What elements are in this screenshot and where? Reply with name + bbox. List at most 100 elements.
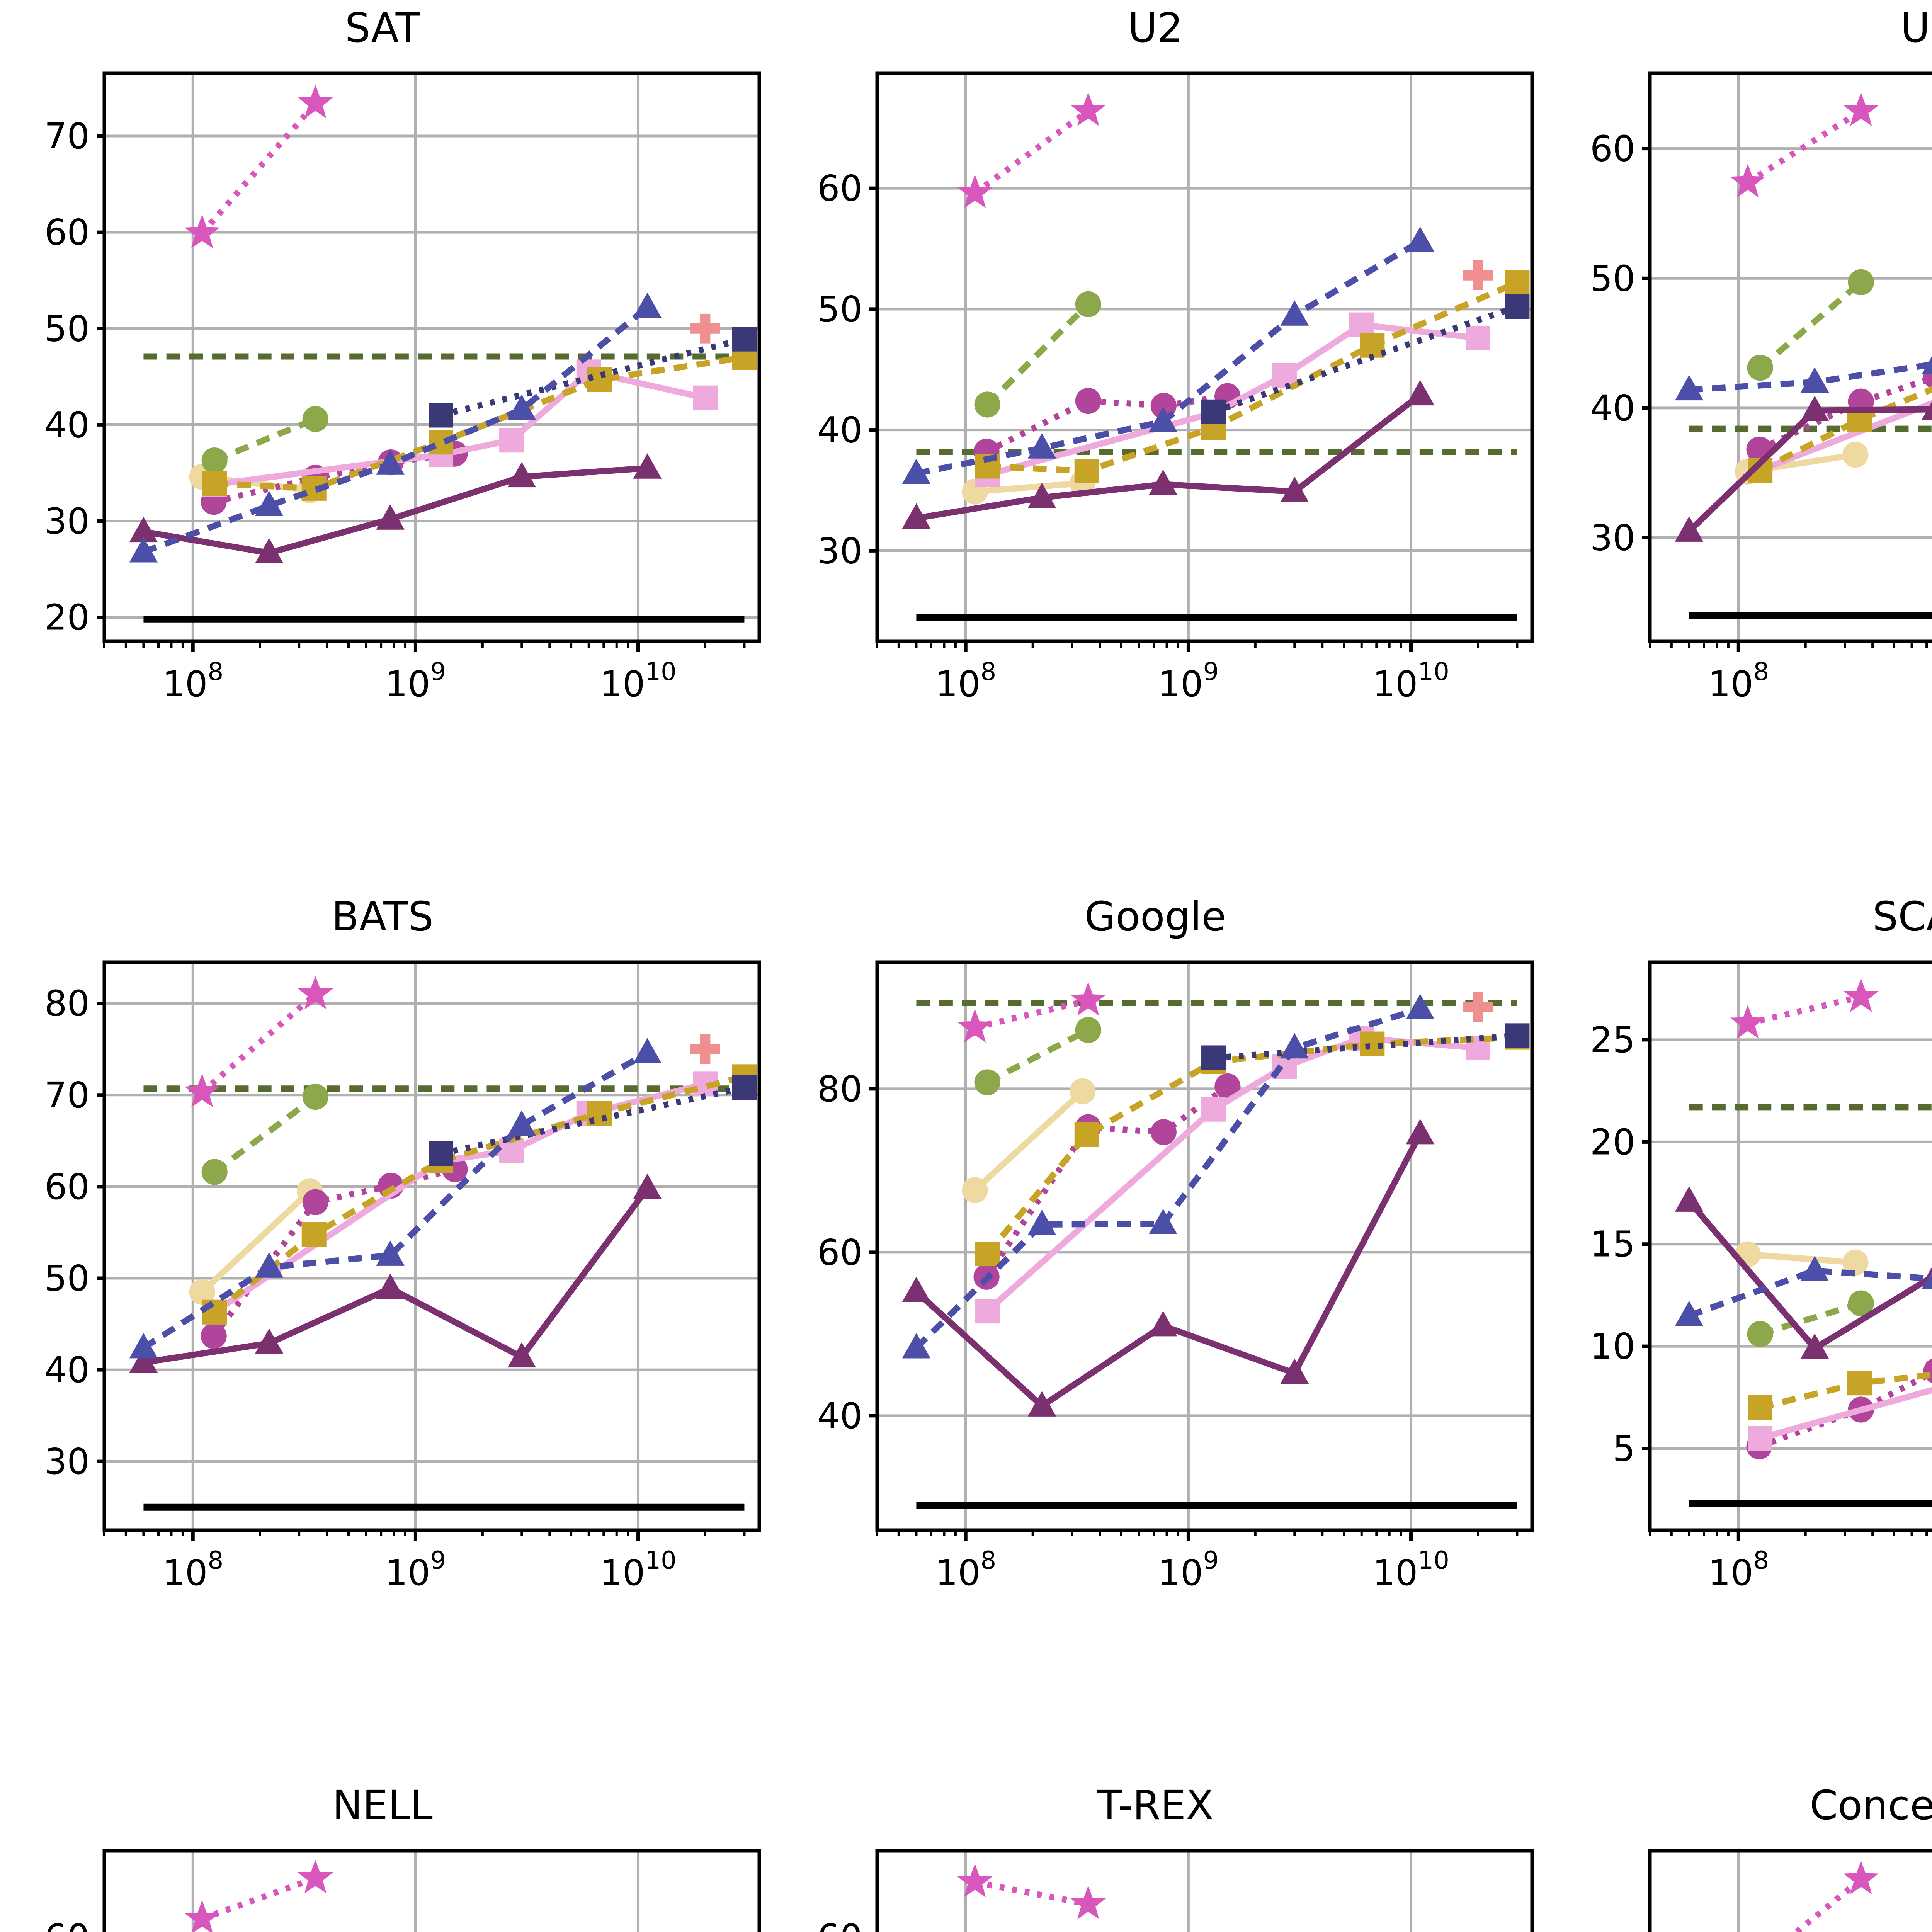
marker-flan-t5 — [902, 1333, 931, 1359]
series-line-opt — [1759, 386, 1932, 473]
y-tick-label: 25 — [1590, 1019, 1635, 1061]
series-line-gpt-2 — [984, 1083, 1230, 1279]
series-line-roberta — [985, 302, 1090, 407]
marker-opt-iml — [732, 1075, 757, 1100]
marker-flan-t5 — [1280, 1033, 1309, 1059]
marker-roberta — [201, 447, 228, 474]
marker-flan-ul2 — [690, 313, 720, 344]
marker-flan-t5 — [129, 537, 158, 563]
series-line-gpt-2 — [211, 1166, 456, 1338]
y-tick-label: 30 — [817, 530, 862, 571]
plot-area: 20304050601081091010Model Size — [44, 1849, 761, 1932]
plot-area: 02040601081091010Model Size — [817, 1849, 1534, 1932]
marker-relbert — [1730, 163, 1765, 197]
marker-relbert — [1843, 92, 1879, 126]
x-tick-label: 109 — [1931, 1546, 1932, 1594]
marker-opt — [1074, 1122, 1099, 1147]
marker-roberta — [201, 1159, 228, 1185]
series-line-gpt-j — [1759, 1387, 1932, 1441]
series-line-bert — [1747, 1251, 1856, 1266]
panel-title: NELL — [332, 1782, 433, 1829]
marker-gpt-j — [1465, 325, 1490, 350]
y-tick-label: 30 — [44, 501, 90, 542]
series-line-relbert — [973, 108, 1090, 196]
chart-panel-u4: U4304050601081091010 — [1546, 0, 1932, 889]
marker-relbert — [298, 1859, 333, 1893]
marker-t5 — [1800, 396, 1829, 421]
marker-flan-t5 — [1800, 367, 1829, 393]
x-tick-label: 108 — [162, 658, 223, 705]
panel-title: U2 — [1128, 4, 1183, 51]
marker-t5 — [902, 1276, 931, 1302]
y-tick-label: 30 — [1590, 517, 1635, 559]
series-line-relbert — [200, 101, 318, 235]
marker-t5 — [1027, 483, 1056, 509]
marker-roberta — [974, 1069, 1000, 1095]
y-tick-label: 50 — [817, 289, 862, 330]
marker-relbert — [957, 174, 993, 208]
marker-roberta — [1747, 1321, 1773, 1347]
y-tick-label: 60 — [44, 212, 90, 253]
y-tick-label: 50 — [44, 308, 90, 349]
y-tick-label: 50 — [44, 1258, 90, 1299]
marker-roberta — [974, 391, 1000, 418]
chart-panel-t-rex: T-REX 02040601081091010Model Size — [773, 1777, 1538, 1932]
marker-t5 — [129, 517, 158, 543]
marker-flan-t5 — [1922, 356, 1932, 374]
y-tick-label: 80 — [817, 1068, 862, 1110]
plot-area: 30 40 50 60 70 80 108 109 1010 — [44, 960, 761, 1594]
x-tick-label: 109 — [1158, 1546, 1219, 1594]
marker-opt — [301, 1222, 327, 1247]
marker-roberta — [1075, 291, 1101, 317]
series-line-opt-iml — [440, 336, 745, 418]
marker-gpt-2 — [201, 1323, 227, 1349]
marker-t5 — [507, 1342, 536, 1368]
marker-t5 — [255, 1328, 284, 1354]
marker-gpt-j — [692, 385, 718, 410]
y-tick-label: 20 — [1590, 1121, 1635, 1163]
marker-flan-t5 — [507, 1110, 536, 1136]
marker-roberta — [1848, 1290, 1874, 1316]
marker-t5 — [1280, 476, 1309, 502]
x-tick-label: 1010 — [1372, 1546, 1449, 1594]
marker-relbert — [1070, 1885, 1106, 1919]
y-tick-label: 50 — [1590, 258, 1635, 299]
marker-flan-t5 — [1675, 375, 1704, 401]
series-line-relbert — [974, 1879, 1089, 1907]
marker-relbert — [184, 214, 220, 248]
marker-flan-t5 — [1406, 994, 1435, 1019]
plot-area: 20 30 40 50 60 70 108 109 1010 — [44, 71, 761, 705]
series-line-flan-t5 — [915, 238, 1422, 477]
marker-opt — [1360, 333, 1385, 358]
marker-bert — [189, 1279, 215, 1305]
marker-opt-iml — [1201, 1045, 1226, 1070]
chart-panel-sat: SAT 20 30 40 50 60 70 108 109 1010 — [0, 0, 765, 889]
y-tick-label: 40 — [817, 1395, 862, 1437]
marker-opt-iml — [429, 403, 454, 428]
y-tick-label: 10 — [1590, 1326, 1635, 1367]
marker-flan-t5 — [255, 491, 284, 516]
series-line-bert — [975, 480, 1083, 495]
marker-flan-t5 — [902, 458, 931, 484]
series-line-roberta — [213, 1094, 318, 1175]
marker-flan-t5 — [633, 293, 662, 318]
series-line-opt-iml — [1213, 304, 1519, 415]
marker-t5 — [902, 503, 931, 529]
marker-opt-iml — [1505, 1023, 1530, 1048]
marker-flan-t5 — [376, 1240, 405, 1266]
x-tick-label: 108 — [935, 658, 996, 705]
marker-relbert — [1843, 1861, 1879, 1895]
marker-roberta — [1848, 269, 1874, 295]
marker-t5 — [633, 1173, 662, 1199]
x-tick-label: 1010 — [600, 658, 677, 705]
marker-flan-t5 — [1800, 1256, 1829, 1281]
marker-gpt-2 — [1075, 388, 1101, 414]
series-line-roberta — [986, 1027, 1090, 1085]
panel-title: Google — [1084, 893, 1226, 940]
panel-title: ConceptNet — [1810, 1782, 1932, 1829]
marker-flan-t5 — [1149, 1209, 1177, 1235]
y-tick-label: 80 — [44, 983, 90, 1024]
y-tick-label: 30 — [44, 1441, 90, 1482]
x-tick-label: 109 — [1158, 658, 1219, 705]
